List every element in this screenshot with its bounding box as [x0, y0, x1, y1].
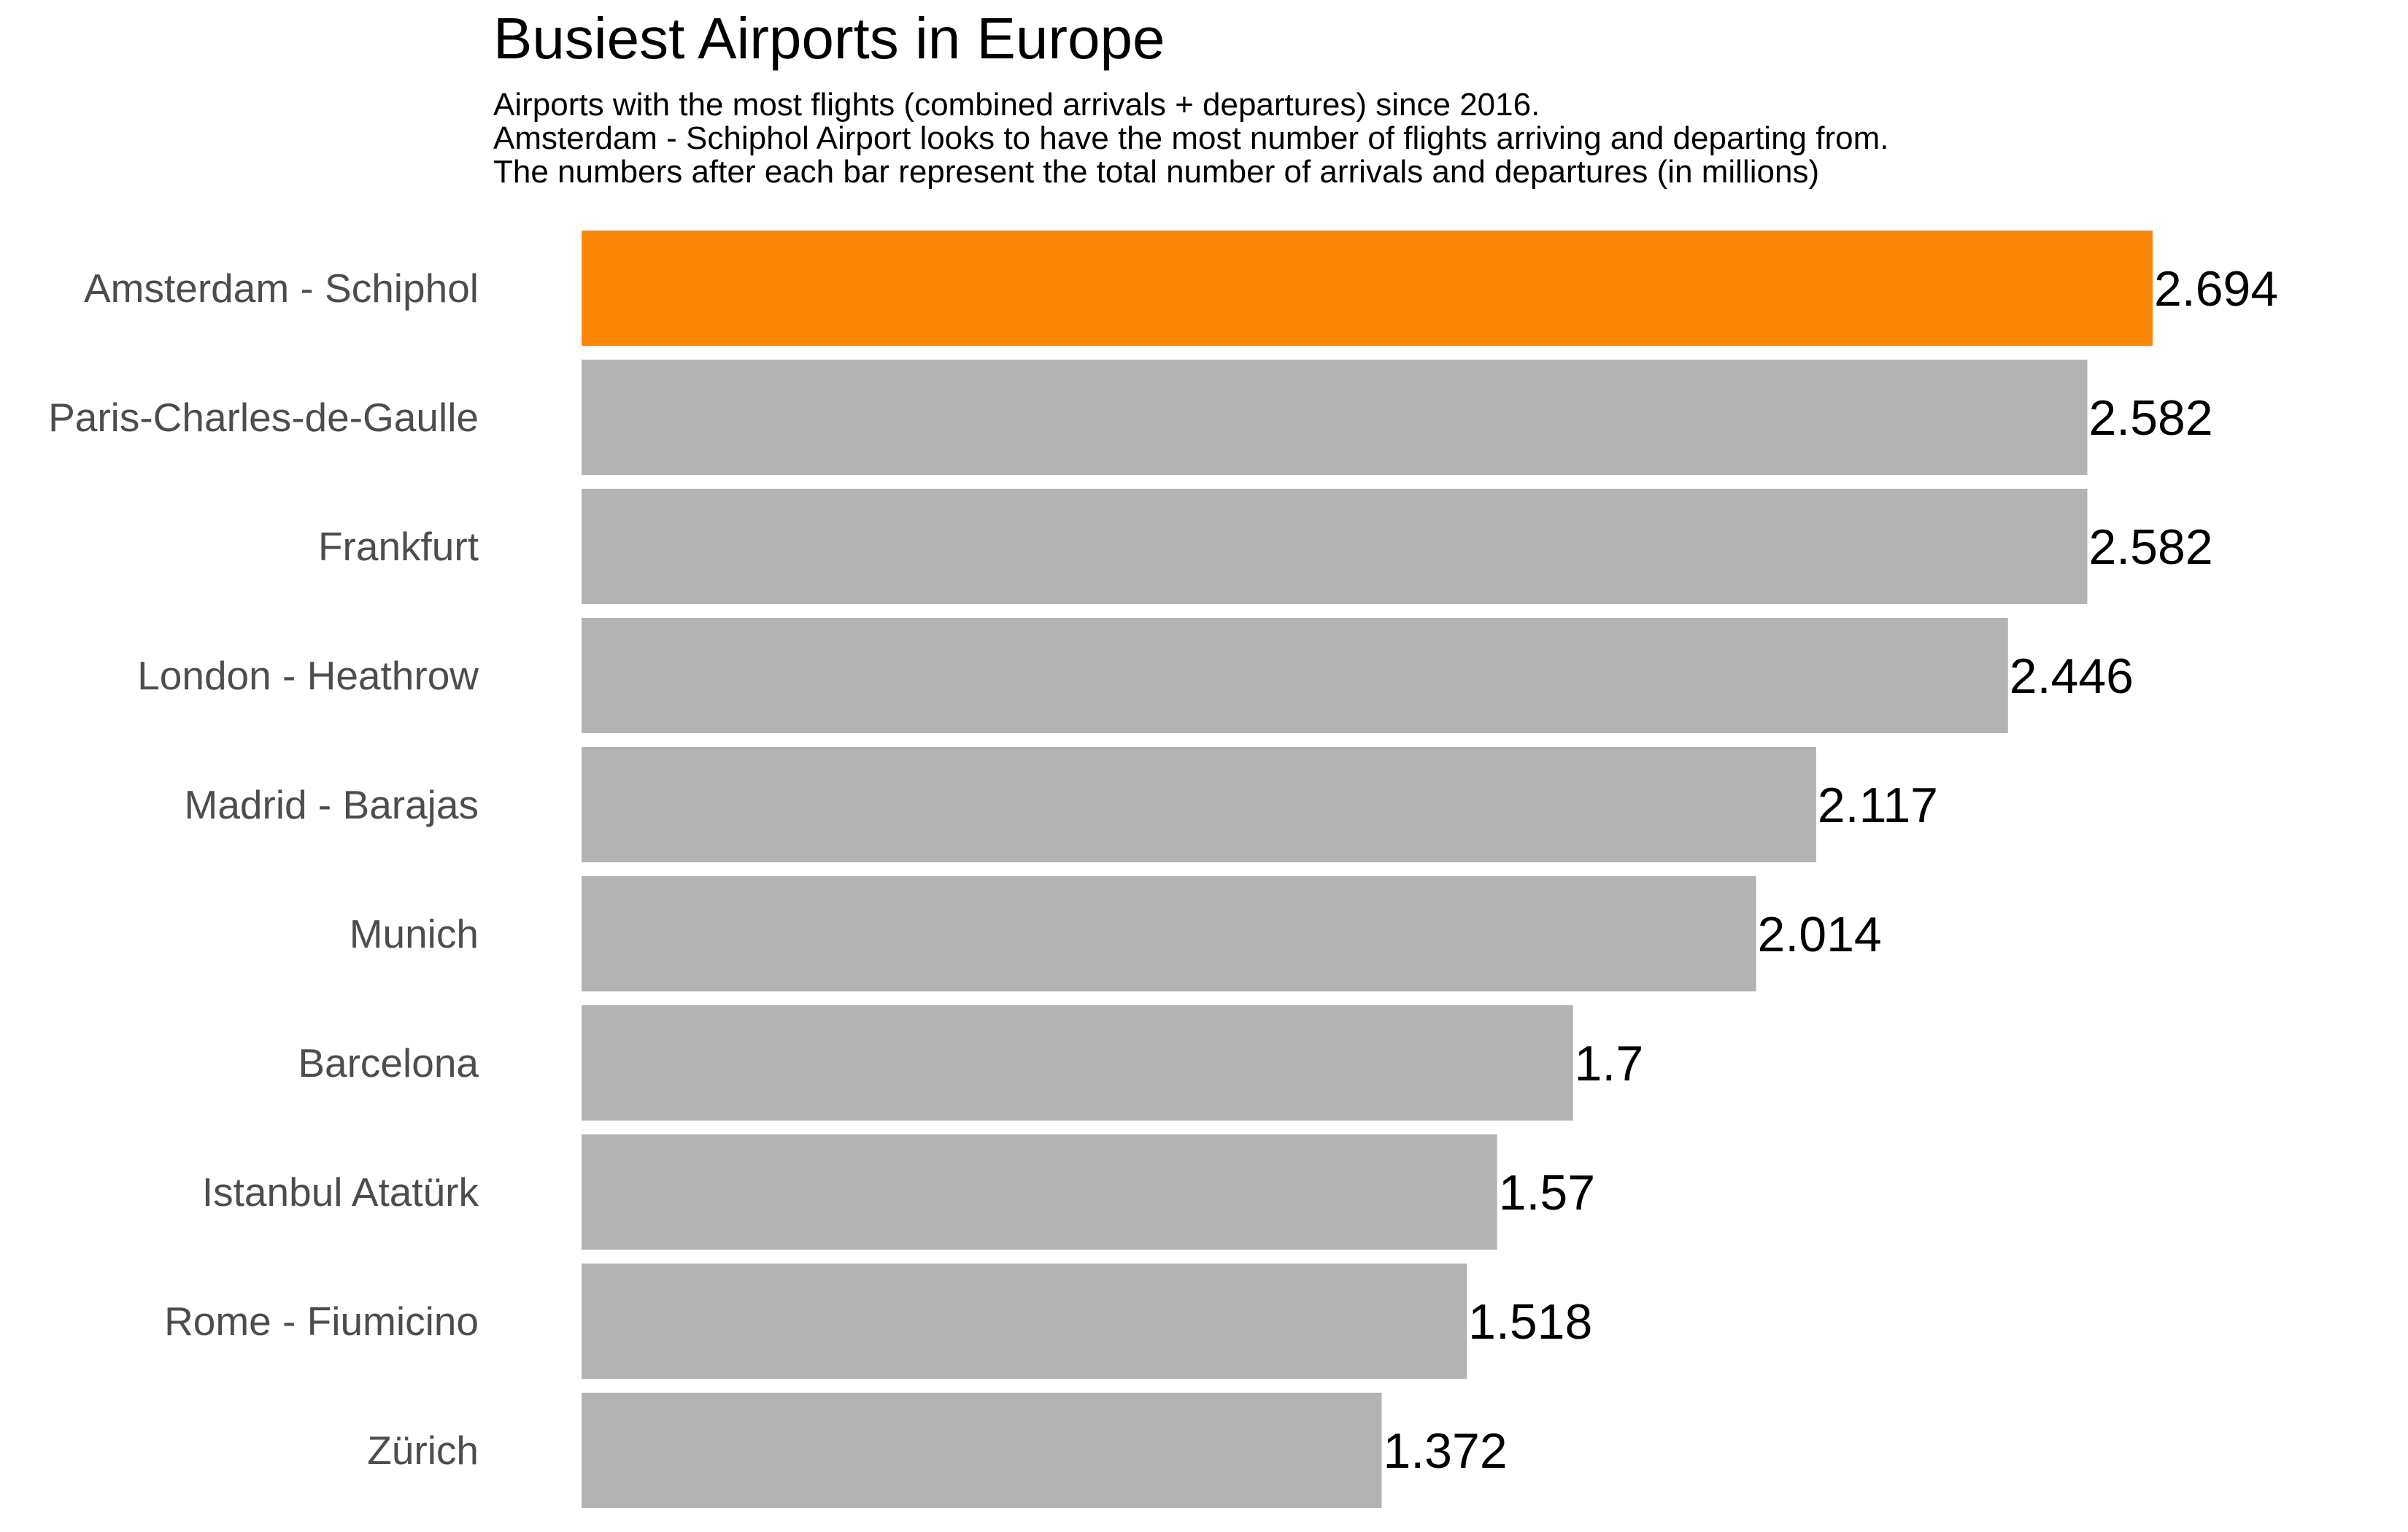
- bar-5: [582, 876, 1756, 991]
- value-label-2: 2.582: [2088, 519, 2212, 575]
- category-label-0: Amsterdam - Schiphol: [84, 266, 479, 311]
- value-label-9: 1.372: [1383, 1423, 1507, 1479]
- value-labels: 2.694 2.582 2.582 2.446 2.117 2.014 1.7 1.57 1.5…: [1383, 261, 2278, 1479]
- category-label-5: Munich: [350, 911, 479, 956]
- chart-subtitle-line-3: The numbers after each bar represent the…: [493, 154, 1819, 190]
- category-label-8: Rome - Fiumicino: [164, 1299, 479, 1344]
- category-labels: Amsterdam - Schiphol Paris-Charles-de-Gau…: [48, 266, 479, 1473]
- value-label-5: 2.014: [1758, 907, 1882, 962]
- value-label-6: 1.7: [1575, 1036, 1644, 1091]
- category-label-3: London - Heathrow: [137, 653, 479, 698]
- bar-4: [582, 747, 1816, 862]
- chart-subtitle-line-1: Airports with the most flights (combined…: [493, 87, 1540, 123]
- bar-0: [582, 231, 2153, 346]
- value-label-0: 2.694: [2154, 261, 2278, 317]
- value-label-3: 2.446: [2010, 649, 2134, 704]
- category-label-4: Madrid - Barajas: [185, 782, 479, 827]
- category-label-6: Barcelona: [298, 1040, 479, 1086]
- category-label-1: Paris-Charles-de-Gaulle: [48, 395, 479, 440]
- bar-3: [582, 618, 2008, 733]
- chart-title: Busiest Airports in Europe: [493, 6, 1165, 71]
- bar-9: [582, 1393, 1382, 1508]
- value-label-7: 1.57: [1499, 1165, 1595, 1220]
- bar-8: [582, 1264, 1467, 1379]
- category-label-9: Zürich: [367, 1428, 479, 1473]
- bar-2: [582, 489, 2088, 604]
- bar-6: [582, 1005, 1573, 1121]
- value-label-4: 2.117: [1818, 778, 1938, 833]
- value-label-8: 1.518: [1468, 1294, 1592, 1350]
- bar-7: [582, 1134, 1497, 1250]
- category-label-7: Istanbul Atatürk: [202, 1169, 479, 1215]
- category-label-2: Frankfurt: [318, 524, 479, 569]
- bars-group: [582, 231, 2153, 1508]
- value-label-1: 2.582: [2088, 390, 2212, 446]
- chart-subtitle-line-2: Amsterdam - Schiphol Airport looks to ha…: [493, 120, 1888, 156]
- bar-1: [582, 360, 2088, 475]
